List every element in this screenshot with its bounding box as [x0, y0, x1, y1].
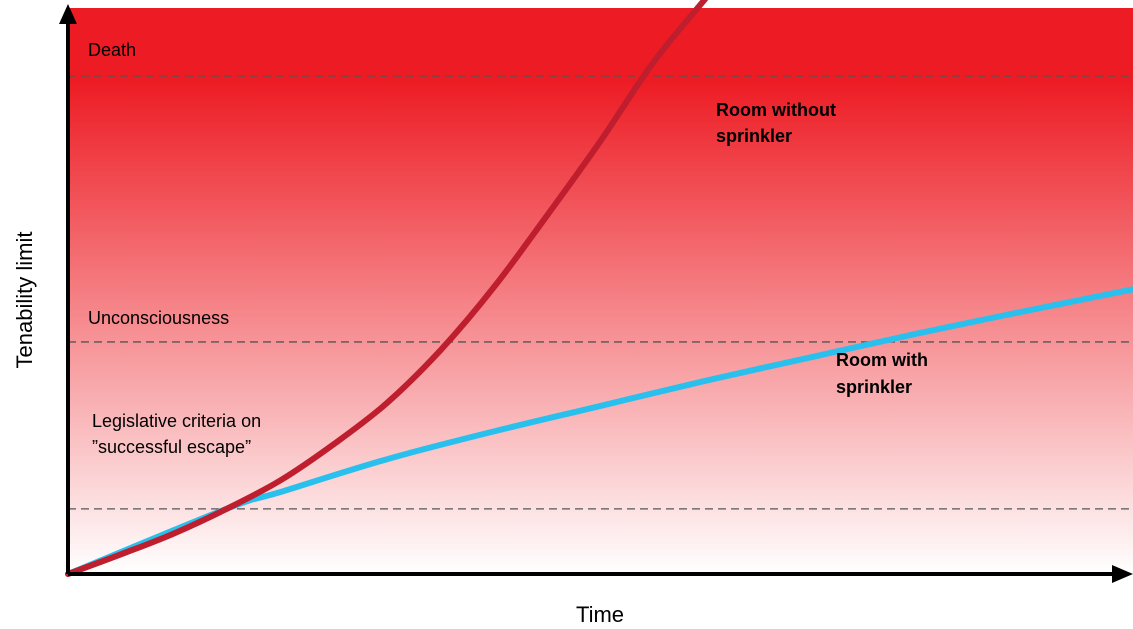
threshold-label-escape-line1: Legislative criteria on: [92, 411, 261, 431]
x-axis-arrowhead: [1112, 565, 1133, 583]
series-line-without-sprinkler: [65, 0, 709, 577]
series-line-with-sprinkler: [65, 286, 1133, 577]
y-axis-title: Tenability limit: [12, 232, 37, 369]
axes: [59, 4, 1133, 583]
series-label-with-sprinkler-line2: sprinkler: [836, 377, 912, 397]
threshold-label-escape-line2: ”successful escape”: [92, 437, 251, 457]
y-axis-arrowhead: [59, 4, 77, 24]
series-label-without-sprinkler-line2: sprinkler: [716, 126, 792, 146]
threshold-label-unconsciousness: Unconsciousness: [88, 308, 229, 328]
tenability-gradient-background: [68, 8, 1133, 574]
threshold-lines: [68, 75, 1133, 510]
series-label-without-sprinkler-line1: Room without: [716, 100, 836, 120]
threshold-label-death: Death: [88, 40, 136, 60]
series-lines: [65, 0, 1133, 577]
x-axis-title: Time: [576, 602, 624, 627]
series-label-with-sprinkler-line1: Room with: [836, 350, 928, 370]
